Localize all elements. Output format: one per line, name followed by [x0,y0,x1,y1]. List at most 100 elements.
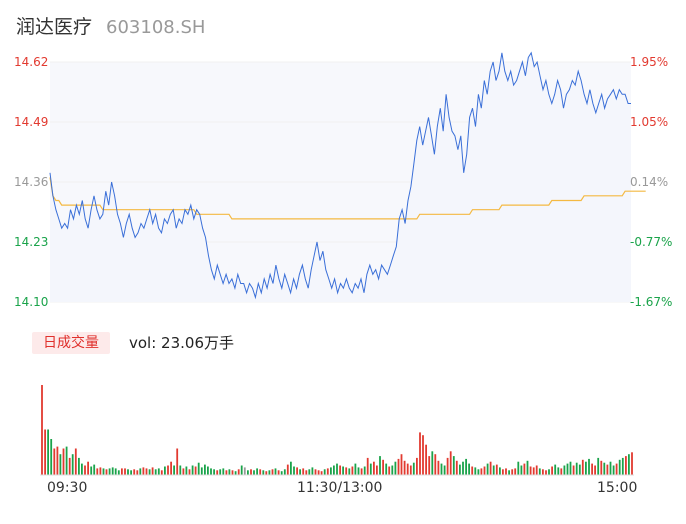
volume-bar [434,454,437,475]
volume-bar [594,465,596,475]
volume-bar [397,458,400,475]
volume-bar [225,470,228,475]
volume-bar [299,469,301,475]
volume-bar [591,463,593,475]
volume-bar [253,470,255,475]
volume-bar [121,468,123,475]
volume-bar [394,461,397,475]
volume-bar [551,466,553,475]
volume-bar [612,465,615,475]
volume-bar [618,459,621,475]
pct-tick-2: 0.14% [630,175,668,189]
pct-tick-3: -0.77% [630,235,672,249]
volume-bar [363,466,366,475]
volume-bar [268,470,271,475]
volume-bar [517,461,520,475]
volume-bar [247,470,249,475]
volume-bar [277,470,280,475]
volume-bar [406,463,409,475]
volume-bar [81,463,83,475]
volume-bar [440,463,443,475]
volume-bar [124,468,126,475]
volume-bar [210,468,212,475]
volume-bar [170,461,172,475]
volume-bar [176,448,179,475]
volume-bar [256,468,258,475]
volume-bar [609,461,612,475]
volume-bar [431,451,434,475]
volume-bar [111,467,114,475]
volume-bar [416,457,418,475]
volume-bar [606,464,609,475]
time-tick-midday: 11:30/13:00 [297,480,383,496]
volume-bar [78,457,80,475]
volume-bar [74,448,77,475]
volume-bar [360,468,363,475]
volume-bar [449,451,452,475]
volume-bar [409,465,412,475]
volume-bar [446,457,449,475]
volume-bar [173,465,175,475]
volume-badge: 日成交量 [32,332,110,354]
volume-bar [293,466,295,475]
volume-bar [554,464,557,475]
volume-bar [243,467,246,475]
volume-bar [68,457,71,475]
volume-bar [542,469,544,475]
volume-bar [572,465,575,475]
volume-bar [136,470,139,475]
volume-bar [615,463,618,475]
time-tick-open: 09:30 [47,480,88,496]
volume-bar [262,470,265,475]
volume-bar [575,462,578,475]
volume-bar [443,465,446,475]
volume-bar [44,429,46,475]
volume-bar [191,465,194,475]
volume-bar [532,467,535,475]
volume-bar [222,468,225,475]
volume-bar [305,470,308,475]
volume-bar [581,459,584,475]
volume-bar [194,466,197,475]
volume-bar [47,429,49,475]
volume-bar [114,468,117,475]
volume-bar [216,470,219,475]
volume-bar [154,469,157,475]
volume-bar [314,469,317,475]
pct-tick-4: -1.67% [630,295,672,309]
volume-bar [311,467,314,475]
volume-bar [425,444,427,475]
volume-bar [560,468,563,475]
volume-bar [84,465,86,475]
volume-bar [388,466,391,475]
volume-bar [557,467,560,475]
volume-bar [339,465,341,475]
volume-bar [87,461,89,475]
volume-bar [274,468,277,475]
volume-bar [373,461,375,475]
volume-bar [323,469,326,475]
stock-name: 润达医疗 [16,16,93,38]
volume-bar [631,452,633,475]
volume-bar [265,471,268,475]
volume-bar [102,468,105,475]
volume-bar [514,468,517,475]
volume-bar [535,465,538,475]
volume-bar [348,468,351,475]
volume-bar [351,466,354,475]
volume-bar [354,463,357,475]
volume-bar [480,468,483,475]
volume-bar [62,448,65,475]
volume-bar [41,385,43,475]
volume-bar [486,463,489,475]
volume-bar [148,469,151,475]
volume-bar [419,432,421,475]
volume-bar [185,466,188,475]
price-tick-4: 14.10 [14,295,48,309]
volume-bar [585,461,587,475]
volume-bar [228,469,231,475]
volume-bar [566,463,569,475]
volume-bar [90,466,93,475]
volume-readout: vol: 23.06万手 [129,334,234,352]
